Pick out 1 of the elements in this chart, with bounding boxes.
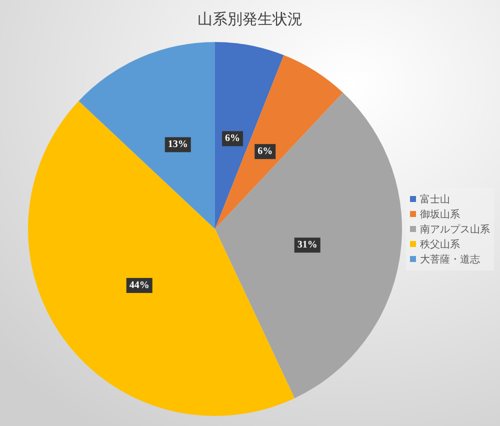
title: 山系別発生状況 (198, 12, 302, 28)
